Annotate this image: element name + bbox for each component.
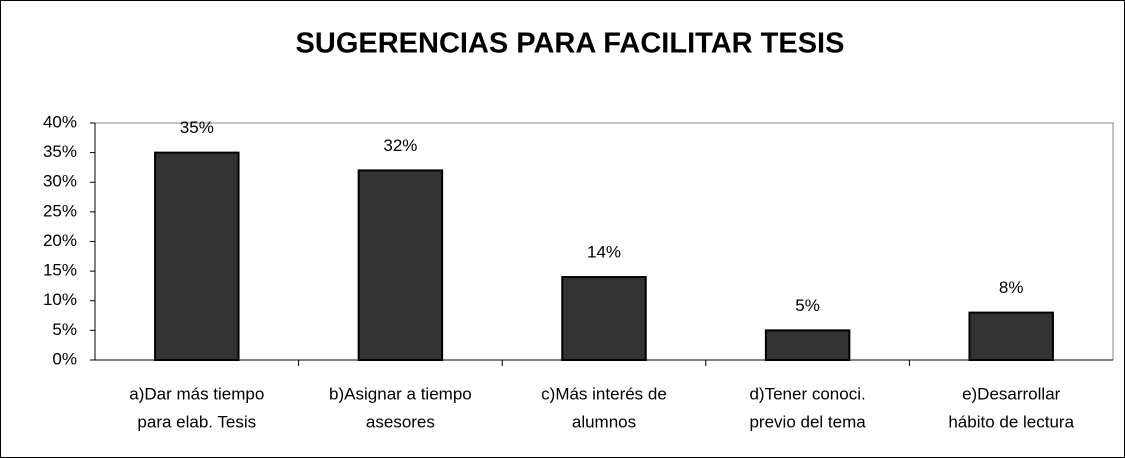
y-tick-label: 10% xyxy=(43,290,77,309)
bar xyxy=(968,311,1054,362)
bar xyxy=(154,151,240,361)
data-label: 8% xyxy=(999,278,1024,297)
x-tick-label: e)Desarrollar xyxy=(962,384,1061,403)
data-label: 5% xyxy=(795,296,820,315)
x-tick-label: c)Más interés de xyxy=(541,384,667,403)
x-tick-label: d)Tener conoci. xyxy=(749,384,865,403)
y-tick-label: 25% xyxy=(43,201,77,220)
bar xyxy=(561,276,647,361)
data-label: 14% xyxy=(587,243,621,262)
y-tick-label: 30% xyxy=(43,172,77,191)
bar xyxy=(764,329,851,361)
bar xyxy=(357,169,444,361)
x-tick-label: b)Asignar a tiempo xyxy=(329,384,472,403)
y-tick-label: 20% xyxy=(43,231,77,250)
y-tick-label: 0% xyxy=(52,349,77,368)
y-tick-label: 15% xyxy=(43,261,77,280)
x-tick-label: asesores xyxy=(366,412,435,431)
x-tick-label: alumnos xyxy=(572,412,636,431)
chart-title: SUGERENCIAS PARA FACILITAR TESIS xyxy=(296,28,845,60)
x-tick-label: previo del tema xyxy=(749,412,866,431)
plot-border xyxy=(95,122,1114,360)
data-label: 32% xyxy=(383,136,417,155)
y-tick-label: 35% xyxy=(43,142,77,161)
y-tick-label: 40% xyxy=(43,112,77,131)
data-label: 35% xyxy=(180,118,214,137)
x-tick-label: hábito de lectura xyxy=(948,412,1074,431)
x-tick-label: a)Dar más tiempo xyxy=(129,384,264,403)
x-tick-label: para elab. Tesis xyxy=(137,412,256,431)
y-tick-label: 5% xyxy=(52,320,77,339)
